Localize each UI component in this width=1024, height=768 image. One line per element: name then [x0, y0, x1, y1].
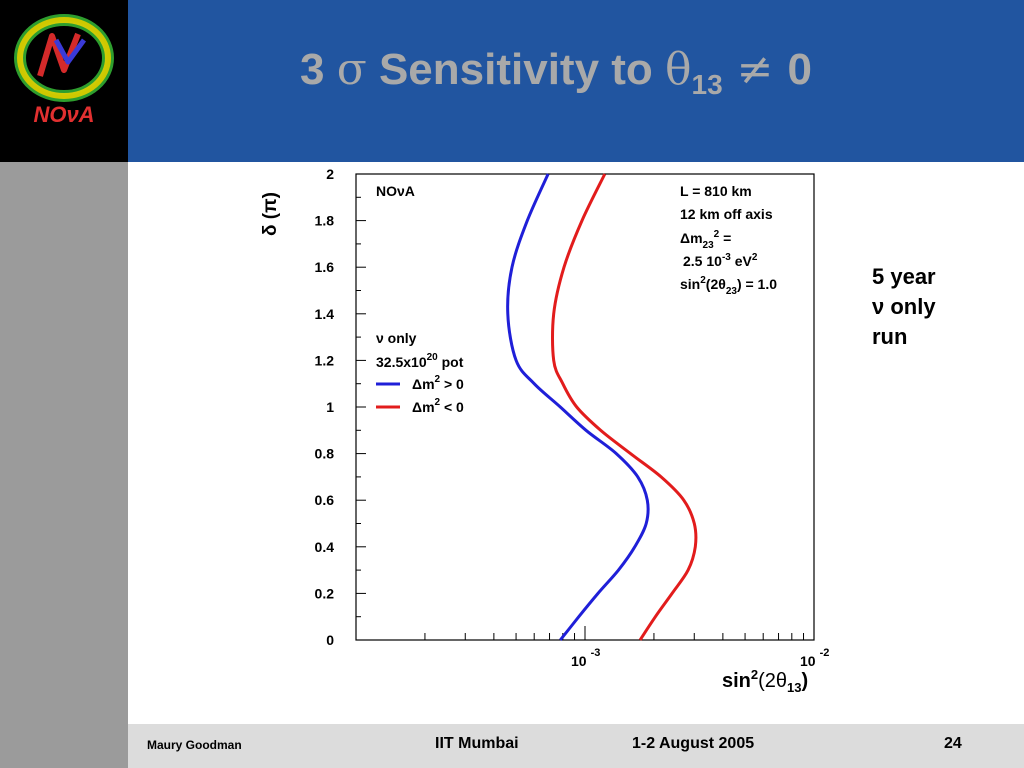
y-tick-label: 1.6 [315, 259, 335, 275]
y-tick-label: 1.2 [315, 352, 335, 368]
info-line: 12 km off axis [680, 206, 773, 222]
legend: ν only 32.5x1020 pot Δm2 > 0 Δm2 < 0 [376, 330, 464, 415]
y-tick-label: 0.8 [315, 446, 335, 462]
nova-logo: NOνA [0, 0, 128, 162]
footer-page-number: 24 [944, 735, 962, 752]
info-line: 2.5 10-3 eV2 [683, 252, 758, 269]
chart-background [250, 162, 840, 702]
series-layer [506, 173, 698, 641]
legend-subtitle: 32.5x1020 pot [376, 352, 464, 370]
y-tick-label: 0.4 [315, 539, 335, 555]
y-axis: 0 0.2 0.4 0.6 0.8 1 1.2 1.4 1.6 1.8 2 [315, 166, 366, 648]
y-tick-label: 2 [326, 166, 334, 182]
y-tick-label: 0.6 [315, 492, 335, 508]
experiment-label: NOνA [376, 183, 415, 199]
side-note-line: 5 year [872, 264, 936, 289]
sensitivity-chart: 00.20.40.60.811.21.41.61.82 10-310-210-1… [250, 162, 840, 702]
footer-date: 1-2 August 2005 [632, 735, 755, 752]
y-tick-label: 1 [326, 399, 334, 415]
y-tick-label: 1.8 [315, 213, 335, 229]
info-line: Δm232 = [680, 229, 731, 251]
series-line-positive [506, 173, 650, 641]
info-line: L = 810 km [680, 183, 752, 199]
side-note-line: run [872, 324, 908, 349]
y-axis-label: δ (π) [260, 192, 281, 236]
y-tick-label: 1.4 [315, 306, 335, 322]
info-line: sin2(2θ23) = 1.0 [680, 275, 777, 297]
footer-venue: IIT Mumbai [435, 735, 519, 752]
y-tick-label: 0.2 [315, 585, 335, 601]
nova-logo-graphic: NOνA [14, 14, 114, 127]
footer-bar [128, 724, 1024, 768]
x-tick-label: 10 -2 [800, 647, 829, 669]
side-note: 5 year ν only run [872, 262, 936, 352]
y-tick-label: 0 [326, 632, 334, 648]
legend-entry-positive: Δm2 > 0 [412, 374, 464, 392]
footer-author: Maury Goodman [147, 738, 242, 752]
x-axis-label: sin2(2θ13) [722, 667, 808, 695]
x-tick-label: 10 -3 [571, 647, 600, 669]
header-bar [128, 0, 1024, 162]
x-axis: 10-310-210-1 [355, 626, 829, 669]
side-note-line: ν only [872, 294, 936, 319]
series-line-negative [551, 173, 698, 641]
page-title: 3 σ Sensitivity to θ13 ≠ 0 [299, 44, 813, 100]
info-box: L = 810 km 12 km off axis Δm232 = 2.5 10… [680, 183, 777, 297]
legend-title: ν only [376, 330, 417, 346]
legend-entry-negative: Δm2 < 0 [412, 397, 464, 415]
logo-text: NOνA [33, 102, 94, 127]
